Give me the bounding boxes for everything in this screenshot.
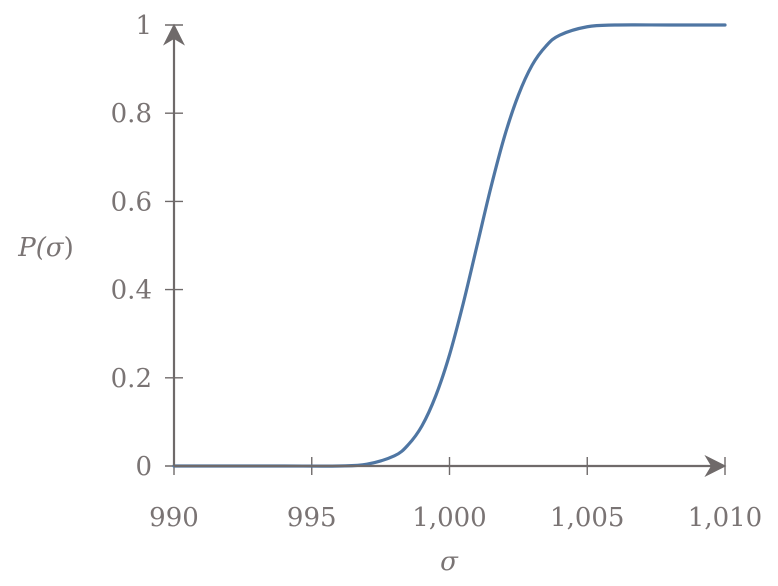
y-tick-label: 0.8 bbox=[111, 99, 152, 129]
x-tick-label: 1,005 bbox=[550, 503, 624, 533]
x-axis-ticks: 990 995 1,000 1,005 1,010 bbox=[149, 457, 762, 533]
x-tick-label: 990 bbox=[149, 503, 199, 533]
cdf-curve bbox=[172, 23, 727, 468]
x-axis-label: σ bbox=[440, 547, 459, 577]
y-axis-label: P(σ) bbox=[17, 233, 74, 263]
x-tick-label: 1,010 bbox=[688, 503, 762, 533]
y-tick-label: 0 bbox=[135, 452, 152, 482]
x-tick-label: 1,000 bbox=[412, 503, 486, 533]
y-tick-label: 0.6 bbox=[111, 187, 152, 217]
y-tick-label: 0.4 bbox=[111, 276, 152, 306]
y-tick-label: 0.2 bbox=[111, 364, 152, 394]
y-axis-ticks: 0 0.2 0.4 0.6 0.8 1 bbox=[111, 11, 183, 482]
y-tick-label: 1 bbox=[135, 11, 152, 41]
x-tick-label: 995 bbox=[287, 503, 337, 533]
